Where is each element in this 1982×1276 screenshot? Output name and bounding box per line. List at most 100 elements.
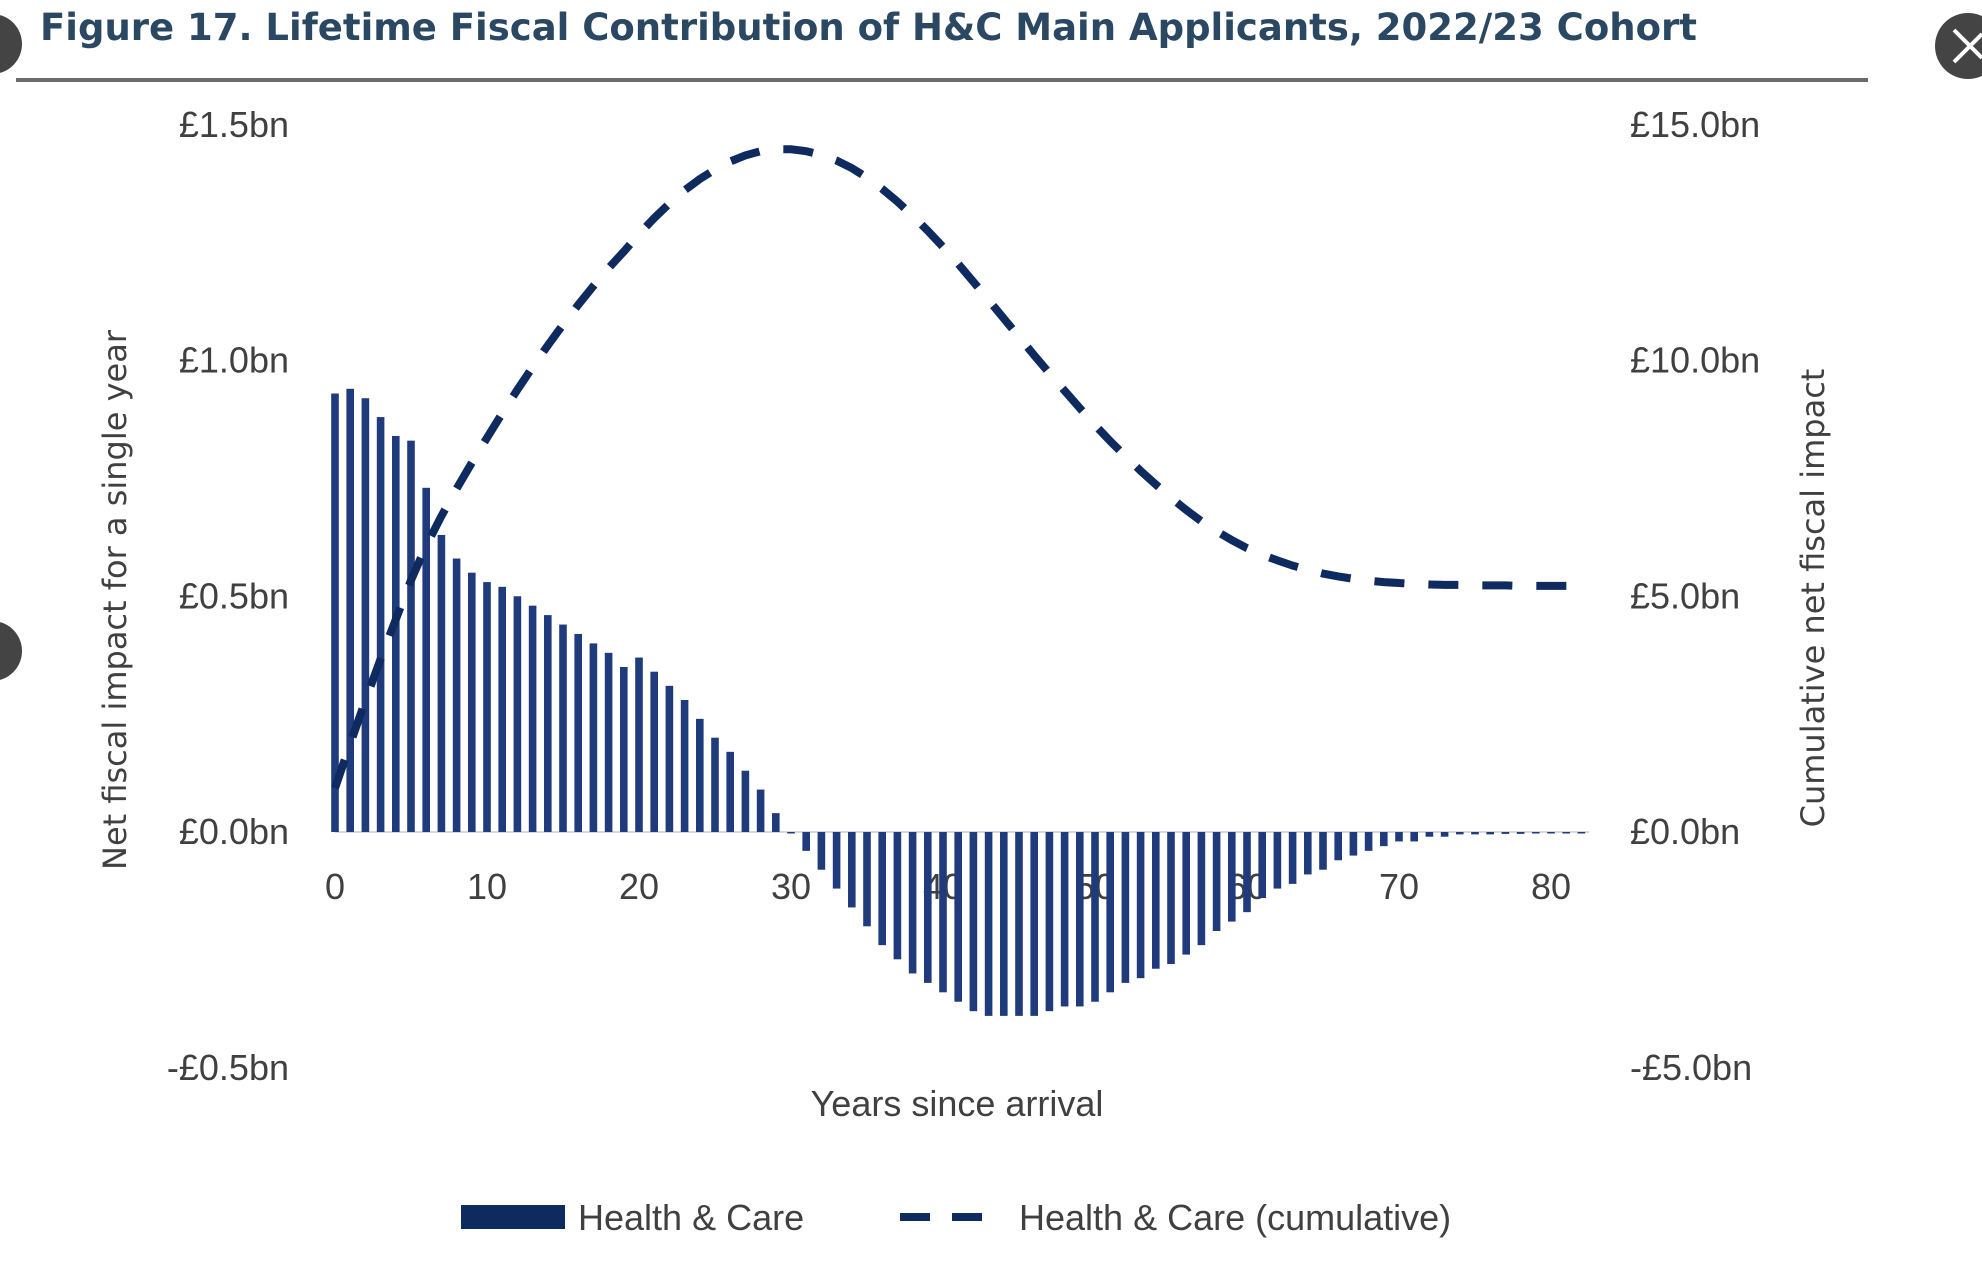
bar (544, 615, 552, 832)
bar (1030, 832, 1038, 1016)
bar (1532, 832, 1540, 834)
bar (468, 572, 476, 832)
bar (1167, 832, 1175, 965)
bar (437, 534, 446, 832)
bar (741, 770, 750, 832)
y-tick-label: £0.0bn (179, 811, 289, 852)
bar (422, 487, 430, 832)
bar (711, 737, 719, 832)
y-tick-label: £1.5bn (179, 104, 289, 145)
bar (498, 586, 506, 832)
bar (1304, 832, 1312, 875)
bar (1000, 832, 1008, 1016)
bar (1425, 832, 1434, 837)
bar (1456, 832, 1464, 835)
bar (1152, 832, 1160, 969)
bar (1045, 832, 1054, 1012)
bar (361, 398, 370, 832)
bar (1395, 832, 1403, 842)
bar (1015, 832, 1023, 1016)
bar (635, 657, 643, 832)
close-icon[interactable] (1935, 13, 1982, 79)
bar (863, 832, 871, 927)
bar (726, 751, 734, 832)
bar (665, 685, 674, 832)
bar (832, 832, 841, 889)
bar (1410, 832, 1418, 842)
y2-tick-label: -£5.0bn (1630, 1047, 1752, 1088)
bar (528, 605, 537, 832)
x-tick-label: 30 (771, 866, 811, 907)
y-tick-label: -£0.5bn (167, 1047, 289, 1088)
cumulative-line-series (331, 145, 1582, 790)
x-tick-label: 80 (1531, 866, 1571, 907)
title-rule (16, 78, 1868, 82)
bar (939, 832, 947, 993)
bar (392, 435, 400, 832)
bar (756, 789, 765, 832)
y-tick-label: £0.5bn (179, 575, 289, 616)
bar (1547, 832, 1555, 834)
bar (969, 832, 978, 1012)
bar (1364, 832, 1373, 851)
bar (1516, 832, 1525, 834)
bar (1349, 832, 1358, 856)
cumulative-line (331, 145, 1582, 790)
y2-tick-label: £10.0bn (1630, 340, 1760, 381)
bar (1076, 832, 1084, 1007)
bar (787, 832, 795, 834)
y-axis-right: £15.0bn £10.0bn £5.0bn £0.0bn -£5.0bn (1630, 104, 1760, 1088)
bar (1212, 832, 1221, 932)
bar (407, 440, 415, 832)
chart-title: Figure 17. Lifetime Fiscal Contribution … (40, 6, 1697, 49)
prev-nav-button[interactable] (0, 14, 22, 74)
bar (893, 832, 902, 960)
x-tick-label: 0 (325, 866, 345, 907)
y-axis-right-label: Cumulative net fiscal impact (1794, 369, 1832, 828)
bar (1319, 832, 1327, 870)
bar (513, 596, 522, 832)
y2-tick-label: £15.0bn (1630, 104, 1760, 145)
bar (680, 699, 689, 832)
bar (696, 718, 704, 832)
bar (924, 832, 932, 983)
legend-label-bars: Health & Care (578, 1197, 804, 1238)
bar (1197, 832, 1206, 946)
bar (1440, 832, 1449, 837)
y-axis-left-label: Net fiscal impact for a single year (96, 329, 134, 870)
legend-bar-swatch (461, 1205, 565, 1229)
close-button[interactable] (1935, 13, 1982, 79)
bar (650, 671, 658, 832)
bar (604, 652, 613, 832)
bar (1334, 832, 1342, 861)
side-nav-button[interactable] (0, 621, 22, 681)
bar (817, 832, 826, 870)
bar (878, 832, 886, 946)
bar (1060, 832, 1069, 1007)
bar (848, 832, 856, 908)
bar-series (331, 388, 1586, 1016)
bar (1091, 832, 1099, 1002)
x-tick-label: 70 (1379, 866, 1419, 907)
bar (1501, 832, 1510, 834)
bar (559, 624, 567, 832)
y2-tick-label: £5.0bn (1630, 575, 1740, 616)
bar (1106, 832, 1114, 993)
bar (1486, 832, 1494, 835)
bar (1288, 832, 1297, 884)
x-axis-label: Years since arrival (811, 1083, 1104, 1124)
bar (772, 813, 780, 832)
bar (346, 388, 354, 832)
bar (1273, 832, 1282, 889)
legend: Health & Care Health & Care (cumulative) (461, 1197, 1451, 1238)
bar (1121, 832, 1130, 983)
bar (331, 393, 339, 832)
y-axis-left: £1.5bn £1.0bn £0.5bn £0.0bn -£0.5bn (167, 104, 289, 1088)
bar (984, 832, 993, 1016)
x-tick-label: 10 (467, 866, 507, 907)
y-tick-label: £1.0bn (179, 340, 289, 381)
y2-tick-label: £0.0bn (1630, 811, 1740, 852)
bar (1577, 832, 1586, 834)
bar (1380, 832, 1388, 847)
